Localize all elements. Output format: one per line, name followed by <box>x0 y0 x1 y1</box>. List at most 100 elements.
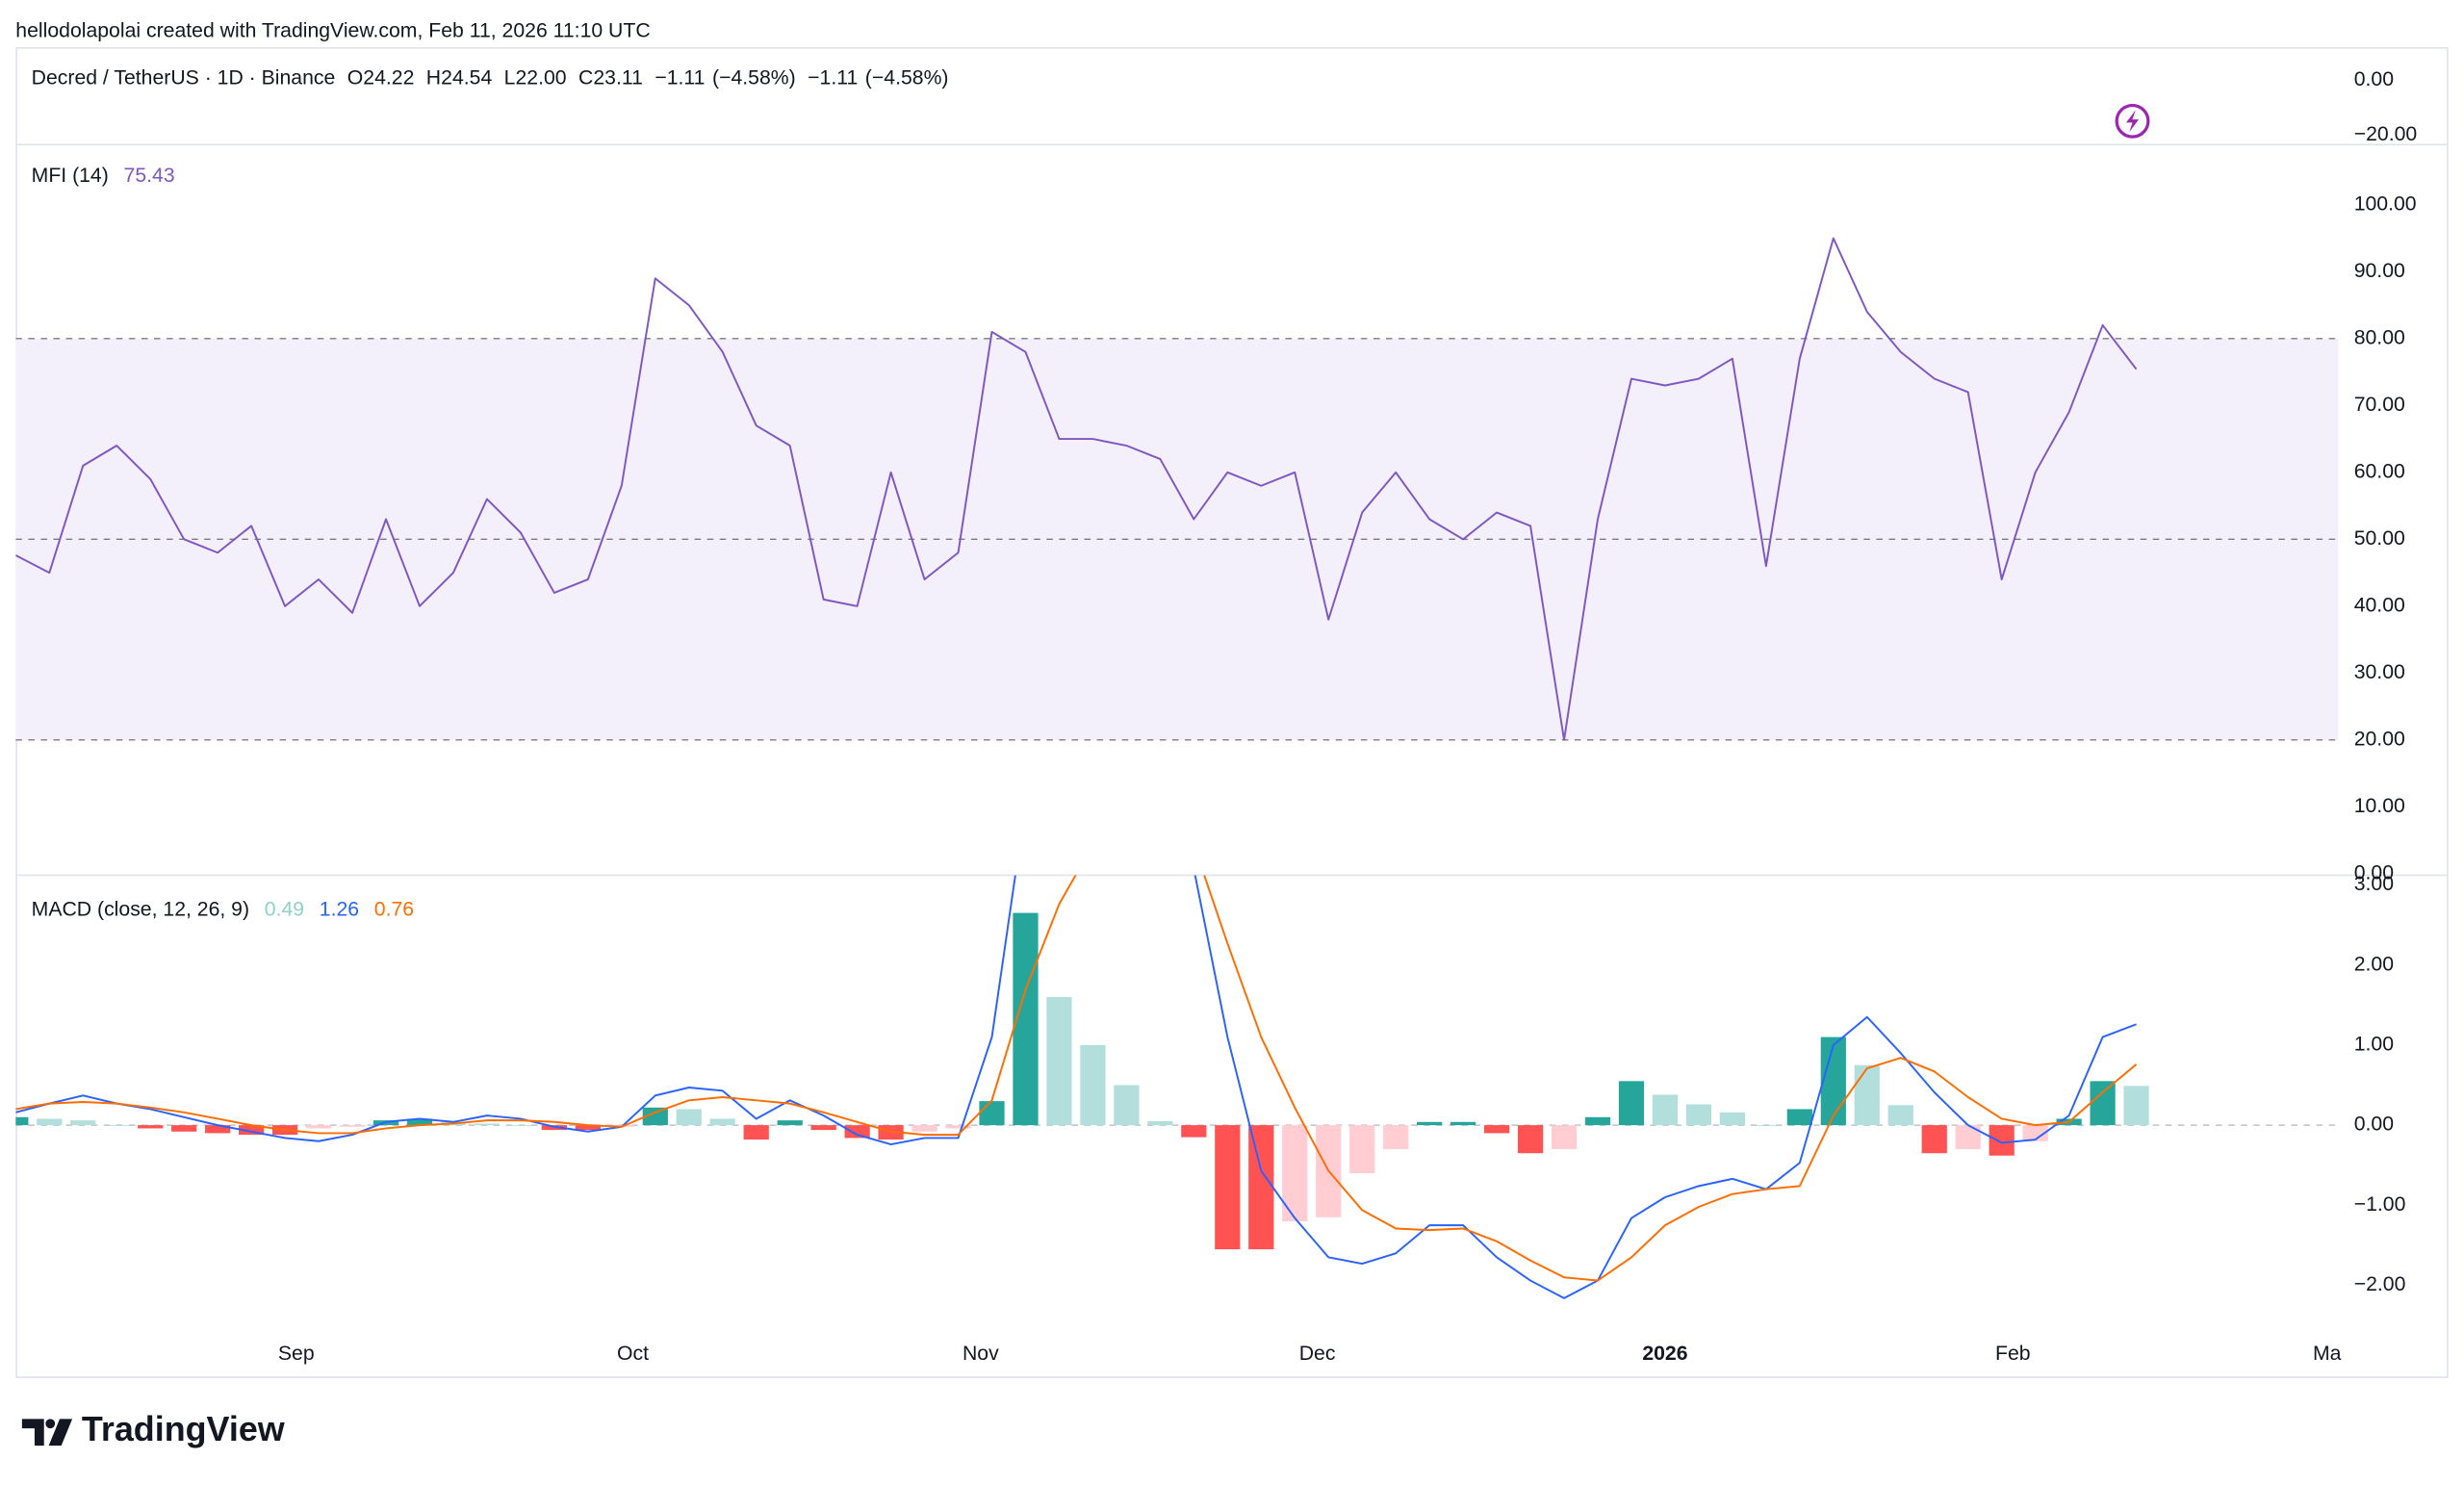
mfi-title: MFI (14) <box>32 165 109 187</box>
histogram-bar <box>911 1125 937 1132</box>
alert-bolt <box>2125 110 2140 133</box>
macd-legend: MACD (close, 12, 26, 9) 0.49 1.26 0.76 <box>32 898 414 920</box>
macd-title: MACD (close, 12, 26, 9) <box>32 898 249 920</box>
y-tick-label: 90.00 <box>2354 260 2405 282</box>
logo-mark <box>45 1419 56 1429</box>
histogram-bar <box>1383 1125 1409 1150</box>
x-tick-label: Sep <box>278 1343 315 1365</box>
histogram-bar <box>1181 1125 1207 1138</box>
y-tick-label: 0.00 <box>2354 68 2394 90</box>
macd-signal-value: 0.76 <box>374 898 414 920</box>
histogram-bar <box>1652 1094 1679 1126</box>
y-tick-label: 0.00 <box>2354 1114 2394 1136</box>
y-tick-label: 100.00 <box>2354 192 2417 215</box>
y-tick-label: 60.00 <box>2354 460 2405 482</box>
y-tick-label: −20.00 <box>2354 123 2418 145</box>
histogram-bar <box>406 1118 433 1126</box>
x-tick-label: Oct <box>617 1343 649 1365</box>
histogram-bar <box>1685 1104 1712 1126</box>
histogram-bar <box>239 1125 265 1136</box>
histogram-bar <box>642 1107 668 1126</box>
macd-line <box>15 875 2137 1299</box>
x-tick-label: Ma <box>2313 1343 2342 1365</box>
histogram-bar <box>2022 1125 2048 1141</box>
histogram-bar <box>1719 1112 1746 1126</box>
histogram-bar <box>709 1118 735 1126</box>
histogram-bar <box>2090 1081 2116 1126</box>
histogram-bar <box>810 1125 836 1131</box>
histogram-bar <box>474 1123 500 1126</box>
mfi-plot <box>15 237 2339 741</box>
y-tick-label: 50.00 <box>2354 527 2405 550</box>
ohlc-value: 23.11 <box>593 66 643 89</box>
mfi-legend: MFI (14) 75.43 <box>32 165 175 187</box>
logo-mark <box>21 1419 44 1447</box>
mfi-last-value: 75.43 <box>124 165 175 187</box>
logo-mark <box>48 1419 73 1447</box>
histogram-bar <box>743 1125 769 1140</box>
y-tick-label: −2.00 <box>2354 1273 2406 1295</box>
change: −1.11 <box>654 66 705 89</box>
histogram-bar <box>1147 1120 1173 1126</box>
alert-ring <box>2115 103 2150 139</box>
y-tick-label: 1.00 <box>2354 1033 2394 1055</box>
histogram-bar <box>676 1109 702 1126</box>
macd-value: 1.26 <box>320 898 359 920</box>
histogram-bar <box>945 1125 971 1129</box>
histogram-bar <box>844 1125 870 1139</box>
y-tick-label: 0.00 <box>2354 861 2394 883</box>
ohlc-name: L <box>504 66 516 89</box>
histogram-bar <box>37 1118 63 1126</box>
change-pct: (−4.58%) <box>712 66 796 89</box>
y-tick-label: 20.00 <box>2354 728 2405 750</box>
ohlc-value: 22.00 <box>516 66 567 89</box>
histogram-bar <box>1854 1064 1880 1126</box>
alert-icon[interactable] <box>2115 103 2150 139</box>
macd-plot <box>15 875 2339 1299</box>
y-tick-label: 80.00 <box>2354 326 2405 348</box>
change: −1.11 <box>808 66 858 89</box>
histogram-bar <box>1349 1125 1375 1174</box>
histogram-bar <box>339 1125 366 1127</box>
histogram-bar <box>171 1125 197 1132</box>
histogram-bar <box>1417 1121 1443 1126</box>
histogram-bar <box>1215 1125 1241 1250</box>
macd-hist-value: 0.49 <box>265 898 304 920</box>
histogram-bar <box>104 1125 130 1126</box>
histogram-bar <box>1887 1105 1913 1126</box>
x-tick-label: Nov <box>962 1343 999 1365</box>
price-legend: Decred / TetherUS · 1D · Binance O24.22 … <box>32 66 949 89</box>
ohlc-value: 24.54 <box>441 66 492 89</box>
histogram-bar <box>1080 1044 1106 1126</box>
histogram-bar <box>1517 1125 1544 1154</box>
histogram-bar <box>1584 1116 1611 1126</box>
histogram-bar <box>777 1120 803 1126</box>
histogram-bar <box>1753 1125 1779 1126</box>
y-tick-label: 3.00 <box>2354 873 2394 895</box>
histogram-bar <box>1786 1109 1812 1126</box>
histogram-bar <box>575 1125 601 1131</box>
y-tick-label: 70.00 <box>2354 394 2405 416</box>
header: hellodolapolai created with TradingView.… <box>15 19 650 41</box>
histogram-bar <box>507 1125 534 1126</box>
histogram-bar <box>305 1125 332 1129</box>
mfi-line <box>15 237 2138 741</box>
histogram-bar <box>205 1125 231 1134</box>
histogram-bar <box>138 1125 164 1129</box>
change-pct: (−4.58%) <box>865 66 949 89</box>
y-tick-label: −1.00 <box>2354 1193 2406 1216</box>
symbol: Decred / TetherUS · 1D · Binance <box>32 66 336 89</box>
histogram-bar <box>1551 1125 1578 1150</box>
ohlc-value: 24.22 <box>363 66 414 89</box>
footer-brand: TradingView <box>82 1409 285 1448</box>
x-tick-label: 2026 <box>1642 1343 1687 1365</box>
y-tick-label: 2.00 <box>2354 953 2394 975</box>
histogram-bar <box>1483 1125 1510 1134</box>
histogram-bar <box>1618 1081 1645 1126</box>
histogram-bar <box>2123 1086 2149 1126</box>
footer-logo: TradingView <box>21 1409 285 1448</box>
y-tick-label: 10.00 <box>2354 795 2405 817</box>
histogram-bar <box>15 1116 29 1126</box>
